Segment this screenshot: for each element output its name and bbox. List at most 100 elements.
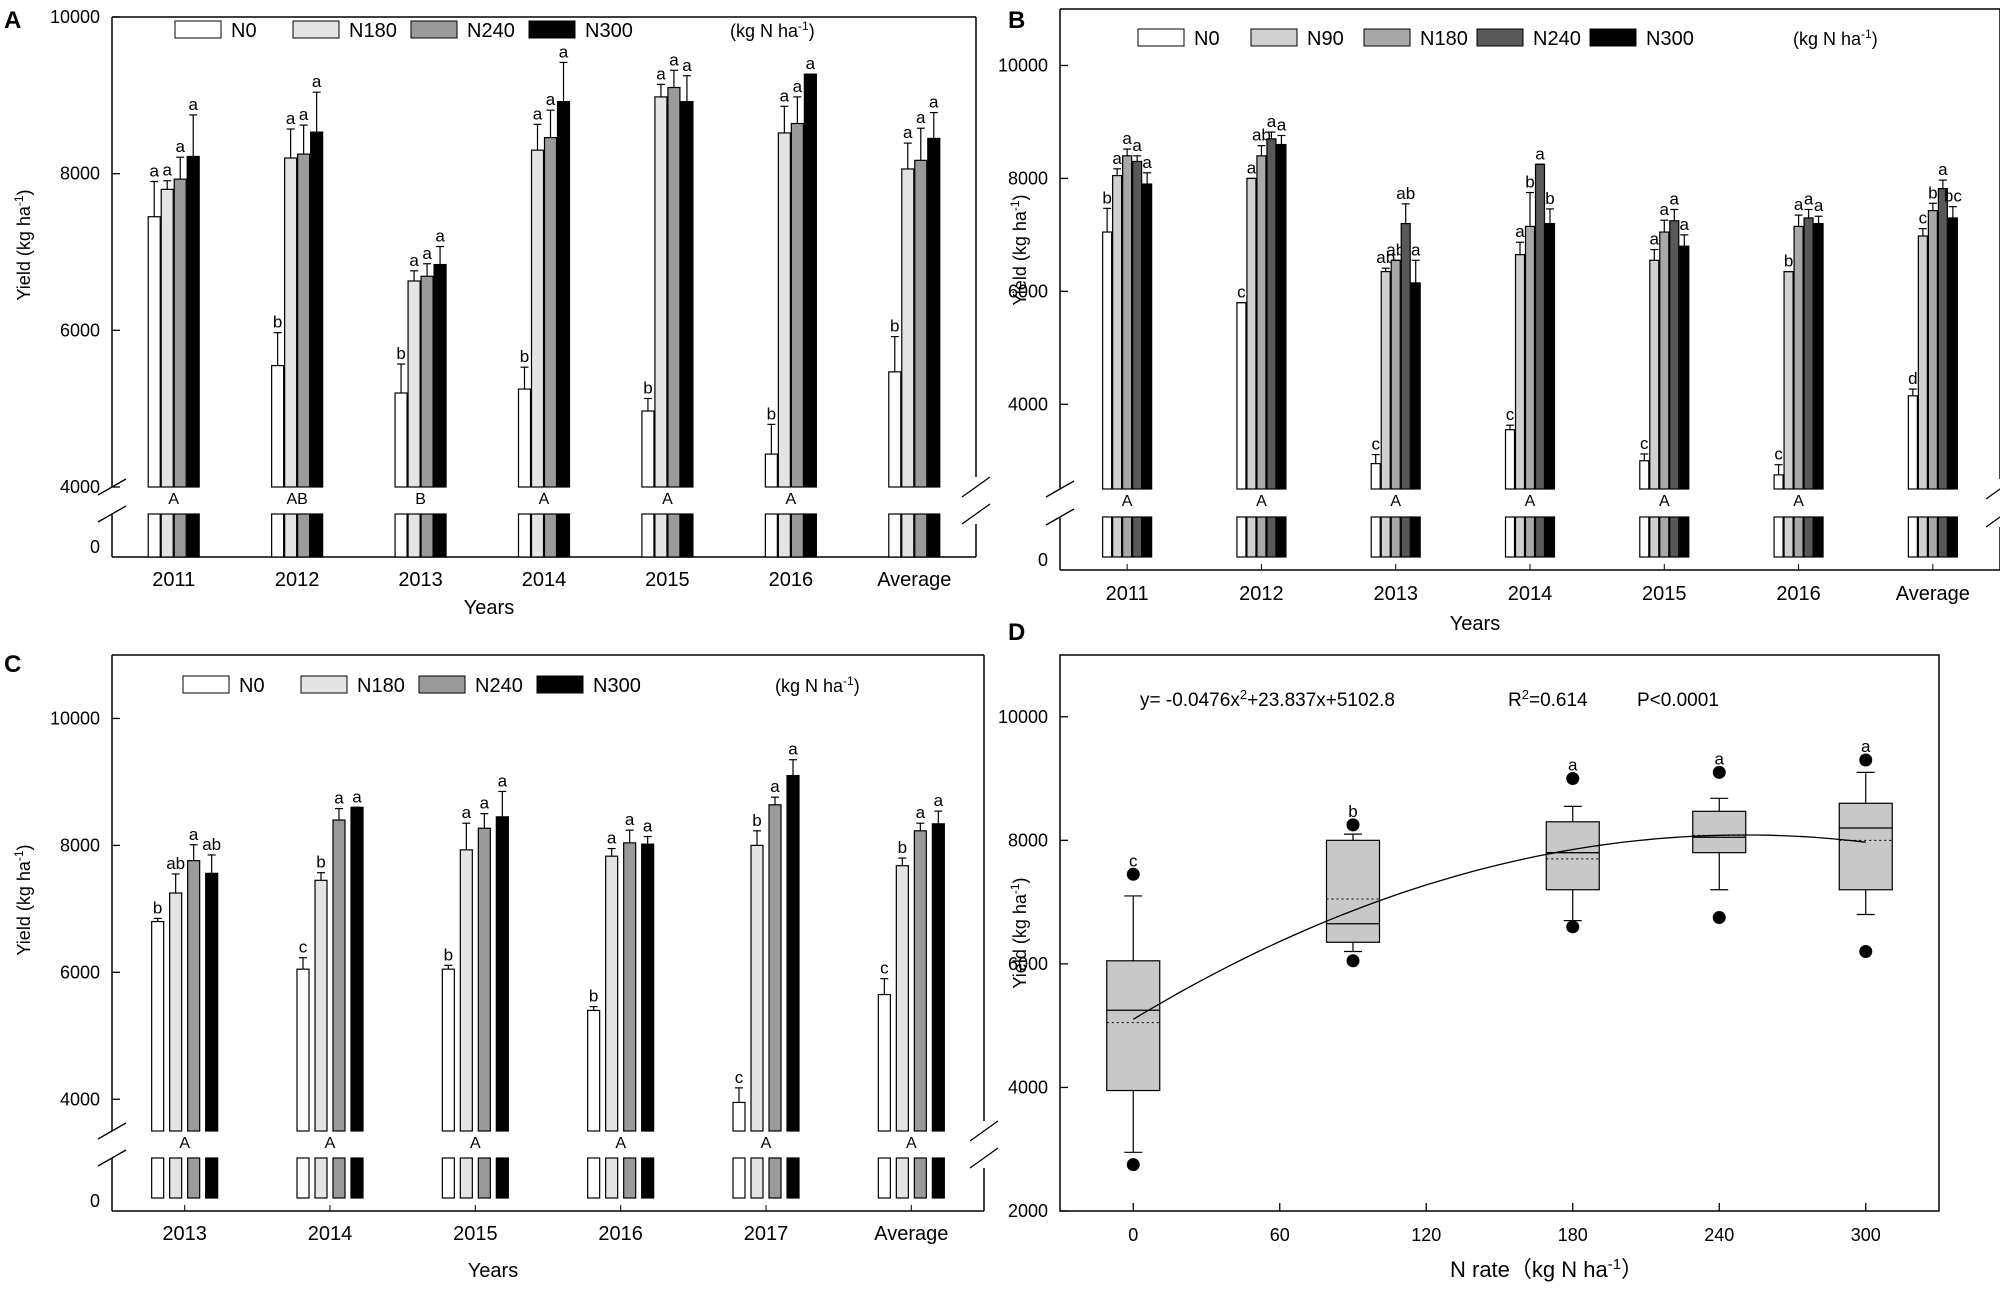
significance-letter: a (1277, 115, 1287, 134)
bar-N0-2014 (1504, 429, 1516, 490)
significance-letter: ab (1396, 184, 1415, 203)
bar-base-N0-2013 (1370, 516, 1381, 558)
plot-frame (1059, 654, 1940, 1212)
bar-base-N300-Average (931, 1157, 945, 1199)
r-squared-superscript: 2 (1522, 687, 1529, 702)
bar-N300-2016 (641, 843, 655, 1132)
significance-letter: a (780, 86, 790, 105)
bar-base-N300-2011 (1142, 516, 1153, 558)
significance-letter: b (1102, 188, 1111, 207)
outlier-point (1346, 954, 1360, 968)
bar-base-N300-2013 (433, 513, 447, 558)
significance-letter: a (533, 104, 543, 123)
group-significance-letter: A (906, 1135, 917, 1152)
x-tick-label: 2016 (769, 569, 814, 591)
significance-letter: a (286, 109, 296, 128)
x-axis-label-closing: ） (1621, 1257, 1643, 1282)
legend-unit-text: (kg N ha (730, 21, 799, 41)
bar-base-N0-2011 (147, 513, 161, 558)
significance-letter: b (1525, 173, 1534, 192)
significance-letter: bc (1944, 187, 1962, 206)
bar-N180-Average (1927, 210, 1938, 490)
bar-base-N300-2015 (680, 513, 694, 558)
significance-letter: a (480, 794, 490, 813)
bar-base-N300-2013 (1410, 516, 1421, 558)
significance-letter: a (334, 789, 344, 808)
significance-letter: a (934, 791, 944, 810)
bar-base-N0-2012 (1236, 516, 1247, 558)
bar-base-N300-2015 (1679, 516, 1690, 558)
bar-N180-2015 (654, 96, 668, 488)
bar-base-N240-2014 (332, 1157, 346, 1199)
significance-letter: ab (1386, 240, 1405, 259)
x-tick-label: 2015 (1642, 583, 1687, 605)
bar-N240-2016 (623, 842, 637, 1132)
fit-curve (1132, 834, 1866, 1020)
outlier-point (1126, 1158, 1140, 1172)
significance-letter: a (299, 105, 309, 124)
y-axis-label-superscript: -1 (12, 850, 26, 861)
x-tick-label: 240 (1704, 1225, 1734, 1245)
bar-N0-2012 (271, 364, 285, 488)
significance-letter: b (520, 347, 529, 366)
bar-base-N240-2013 (1400, 516, 1411, 558)
legend-swatch-N300 (528, 20, 576, 39)
bar-base-N180-2014 (314, 1157, 328, 1199)
box-300 (1838, 802, 1893, 891)
bar-N0-2015 (1639, 460, 1650, 490)
bar-N0-Average (888, 371, 902, 488)
bar-base-N0-2017 (732, 1157, 746, 1199)
legend-unit-text: (kg N ha (1793, 29, 1862, 49)
bar-base-N180-2015 (459, 1157, 473, 1199)
significance-letter: b (316, 853, 325, 872)
bar-N300-2016 (1813, 222, 1824, 490)
outlier-point (1859, 945, 1873, 959)
y-tick-label: 6000 (60, 320, 100, 340)
bar-base-N300-2016 (1813, 516, 1824, 558)
legend-swatch-N300 (536, 675, 584, 694)
significance-letter: a (669, 50, 679, 69)
bar-N180-2014 (1524, 225, 1536, 490)
bar-base-N180-2013 (1390, 516, 1401, 558)
x-tick-label: 2013 (1373, 583, 1418, 605)
legend-swatch-N180 (300, 675, 348, 694)
y-tick-label: 2000 (1008, 1201, 1048, 1221)
significance-letter: b (444, 945, 453, 964)
y-tick-label: 4000 (60, 1089, 100, 1109)
significance-letter: c (1371, 435, 1380, 454)
bar-N90-2015 (1649, 259, 1660, 490)
legend-unit-superscript: -1 (798, 19, 809, 33)
x-tick-label: 2014 (308, 1223, 353, 1245)
r-squared-text: R (1508, 690, 1522, 711)
significance-letter: a (1680, 215, 1690, 234)
bar-N240-Average (914, 159, 928, 488)
significance-letter: a (1122, 129, 1132, 148)
significance-letter: a (1267, 112, 1277, 131)
legend-unit-superscript: -1 (843, 674, 854, 688)
bar-base-N180-2015 (1659, 516, 1670, 558)
significance-letter: c (1640, 434, 1649, 453)
bar-N300-2013 (433, 263, 447, 488)
significance-letter: a (1112, 149, 1122, 168)
bar-base-N0-Average (1907, 516, 1918, 558)
x-tick-label: 2013 (398, 569, 443, 591)
group-significance-letter: A (168, 491, 179, 508)
x-tick-label: 2014 (522, 569, 567, 591)
significance-letter: a (409, 251, 419, 270)
legend-label-N180: N180 (349, 20, 397, 42)
bar-N180-Average (895, 865, 909, 1132)
legend-label-N300: N300 (585, 20, 633, 42)
significance-letter: a (1568, 756, 1578, 775)
bar-base-N240-2013 (187, 1157, 201, 1199)
bar-base-N180-2012 (284, 513, 298, 558)
significance-letter: a (625, 810, 635, 829)
bar-base-N240-2016 (1803, 516, 1814, 558)
y-axis-label-text: Yield (kg ha (14, 860, 34, 955)
x-tick-label: 2017 (744, 1223, 789, 1245)
significance-letter: b (767, 404, 776, 423)
legend-label-N0: N0 (1194, 28, 1220, 50)
x-axis-label: Years (464, 597, 514, 619)
group-significance-letter: A (662, 491, 673, 508)
bar-base-N300-2014 (1544, 516, 1556, 558)
